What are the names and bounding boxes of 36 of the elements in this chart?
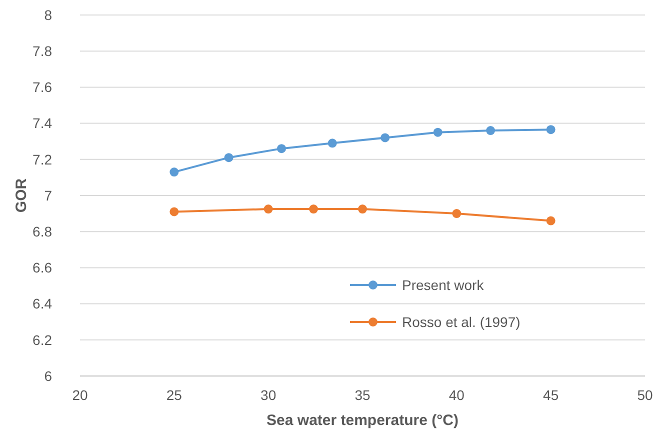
point: [170, 207, 179, 216]
y-tick-label: 7.6: [32, 79, 52, 96]
x-tick-label: 30: [260, 387, 276, 403]
x-tick-label: 45: [543, 387, 559, 403]
point: [433, 128, 442, 137]
point: [452, 209, 462, 218]
y-tick-label: 7.4: [32, 115, 52, 132]
x-tick-label: 25: [166, 387, 182, 403]
point: [486, 126, 496, 136]
point: [224, 153, 234, 162]
point: [358, 204, 367, 214]
point: [380, 133, 390, 142]
y-tick-label: 7.2: [32, 151, 52, 168]
x-axis-title: Sea water temperature (°C): [266, 412, 458, 429]
legend-label: Rosso et al. (1997): [402, 314, 520, 330]
y-tick-label: 6.4: [32, 296, 52, 312]
point: [546, 216, 556, 226]
x-tick-label: 50: [637, 387, 653, 403]
y-tick-label: 6.6: [32, 260, 52, 276]
point: [277, 144, 286, 154]
point: [170, 168, 179, 177]
y-tick-label: 6.8: [32, 224, 52, 240]
y-tick-label: 6: [44, 368, 52, 384]
point: [264, 204, 273, 214]
x-tick-label: 35: [354, 387, 370, 403]
point: [546, 125, 556, 134]
y-tick-label: 7: [44, 187, 52, 204]
y-tick-label: 6.2: [32, 332, 52, 348]
y-tick-label: 8: [44, 6, 52, 23]
legend-label: Present work: [402, 276, 485, 293]
point: [309, 204, 318, 214]
y-tick-label: 7.8: [32, 43, 52, 59]
x-tick-label: 40: [448, 387, 465, 403]
x-tick-label: 20: [72, 387, 88, 403]
point: [328, 138, 337, 148]
y-axis-title: GOR: [13, 178, 30, 213]
